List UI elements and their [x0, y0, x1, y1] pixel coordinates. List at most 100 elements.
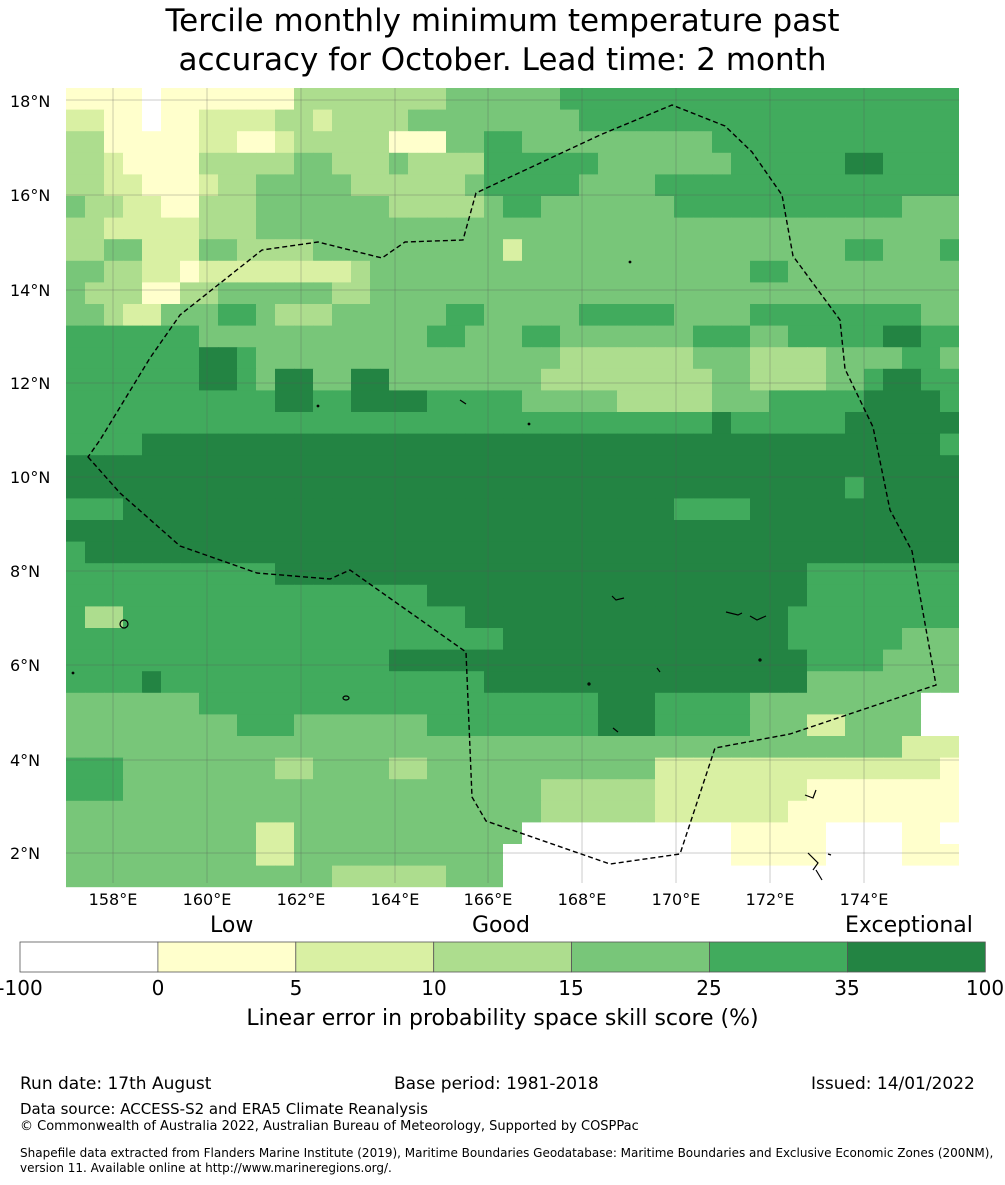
skill-cell	[693, 304, 713, 327]
skill-cell	[826, 304, 846, 327]
skill-cell	[446, 757, 466, 780]
skill-cell	[66, 606, 86, 629]
skill-cell	[275, 433, 295, 456]
skill-cell	[864, 239, 884, 262]
skill-cell	[237, 498, 257, 521]
skill-cell	[66, 800, 86, 823]
skill-cell	[199, 196, 219, 219]
skill-cell	[275, 628, 295, 651]
skill-cell	[845, 520, 865, 543]
skill-cell	[769, 390, 789, 413]
skill-cell	[731, 822, 751, 845]
skill-cell	[370, 109, 390, 132]
skill-cell	[351, 109, 371, 132]
skill-cell	[826, 800, 846, 823]
skill-cell	[389, 476, 409, 499]
skill-cell	[579, 390, 599, 413]
skill-cell	[313, 779, 333, 802]
skill-cell	[180, 282, 200, 305]
skill-cell	[807, 563, 827, 586]
skill-cell	[807, 260, 827, 283]
skill-cell	[655, 476, 675, 499]
skill-cell	[788, 476, 808, 499]
skill-cell	[712, 325, 732, 348]
skill-cell	[256, 628, 276, 651]
skill-cell	[940, 520, 959, 543]
skill-cell	[123, 779, 143, 802]
island	[749, 615, 767, 621]
skill-cell	[826, 822, 846, 845]
skill-cell	[579, 282, 599, 305]
skill-cell	[541, 584, 561, 607]
skill-cell	[864, 844, 884, 867]
skill-cell	[123, 455, 143, 478]
skill-cell	[788, 779, 808, 802]
skill-cell	[541, 844, 561, 867]
skill-cell	[294, 390, 314, 413]
skill-cell	[522, 455, 542, 478]
skill-cell	[370, 779, 390, 802]
skill-cell	[503, 757, 523, 780]
skill-cell	[560, 865, 580, 888]
skill-cell	[788, 757, 808, 780]
skill-cell	[161, 714, 181, 737]
skill-cell	[332, 498, 352, 521]
skill-cell	[427, 196, 447, 219]
skill-cell	[313, 433, 333, 456]
skill-cell	[446, 736, 466, 759]
skill-cell	[731, 390, 751, 413]
island	[815, 869, 823, 881]
skill-cell	[560, 390, 580, 413]
island	[758, 658, 762, 662]
skill-cell	[161, 498, 181, 521]
skill-cell	[769, 476, 789, 499]
skill-cell	[427, 649, 447, 672]
skill-cell	[940, 368, 959, 391]
skill-cell	[123, 563, 143, 586]
skill-cell	[636, 606, 656, 629]
shapefile-credit: Shapefile data extracted from Flanders M…	[20, 1146, 994, 1175]
skill-cell	[788, 541, 808, 564]
skill-cell	[275, 844, 295, 867]
skill-cell	[579, 584, 599, 607]
skill-cell	[104, 347, 124, 370]
skill-cell	[731, 347, 751, 370]
skill-cell	[598, 606, 618, 629]
skill-cell	[142, 152, 162, 175]
skill-cell	[807, 822, 827, 845]
skill-cell	[560, 433, 580, 456]
skill-cell	[66, 779, 86, 802]
skill-cell	[807, 498, 827, 521]
skill-cell	[807, 584, 827, 607]
skill-cell	[902, 217, 922, 240]
skill-cell	[408, 671, 428, 694]
skill-cell	[636, 736, 656, 759]
skill-cell	[522, 520, 542, 543]
copyright: © Commonwealth of Australia 2022, Austra…	[20, 1119, 639, 1134]
skill-cell	[902, 671, 922, 694]
skill-cell	[446, 865, 466, 888]
skill-cell	[351, 455, 371, 478]
island-outlines	[71, 260, 832, 881]
skill-cell	[769, 152, 789, 175]
skill-cell	[294, 822, 314, 845]
skill-cell	[674, 88, 694, 111]
skill-cell	[636, 563, 656, 586]
skill-cell	[465, 455, 485, 478]
skill-cell	[940, 757, 959, 780]
skill-cell	[541, 649, 561, 672]
skill-cell	[560, 152, 580, 175]
skill-cell	[389, 800, 409, 823]
skill-cell	[541, 692, 561, 715]
skill-cell	[503, 822, 523, 845]
skill-cell	[826, 260, 846, 283]
skill-cell	[826, 584, 846, 607]
skill-cell	[731, 563, 751, 586]
skill-cell	[427, 606, 447, 629]
skill-cell	[655, 757, 675, 780]
skill-cell	[389, 304, 409, 327]
skill-cell	[693, 628, 713, 651]
skill-cell	[199, 217, 219, 240]
skill-cell	[427, 779, 447, 802]
skill-cell	[674, 368, 694, 391]
